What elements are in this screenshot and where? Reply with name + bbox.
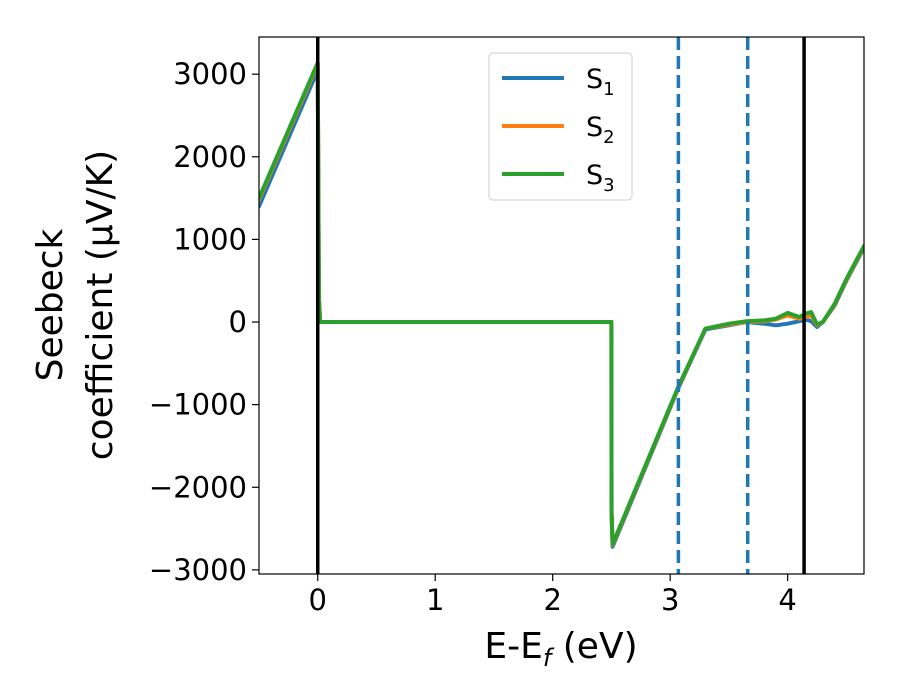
legend-label-2: S2 (586, 112, 615, 148)
series-line-3 (259, 60, 864, 547)
y-tick-label: 1000 (173, 222, 247, 256)
plot-frame (258, 36, 865, 575)
legend-label-1: S1 (586, 64, 615, 100)
y-tick-label: −3000 (149, 553, 247, 587)
x-tick-label: 4 (778, 583, 796, 617)
legend-label-3: S3 (586, 160, 615, 196)
y-axis-label-line1: Seebeck (30, 228, 71, 381)
x-axis-ticks: 0 1 2 3 4 (309, 574, 797, 617)
y-axis-ticks: −3000 −2000 −1000 0 1000 2000 3000 (149, 57, 259, 587)
y-tick-label: 3000 (173, 57, 247, 91)
x-tick-label: 2 (543, 583, 561, 617)
series-layer (259, 60, 864, 549)
y-tick-label: 2000 (173, 140, 247, 174)
x-tick-label: 1 (426, 583, 444, 617)
y-tick-label: −1000 (149, 388, 247, 422)
legend: S1 S2 S3 (488, 52, 633, 201)
x-axis-label-main: E-E (484, 626, 542, 667)
x-tick-label: 3 (661, 583, 679, 617)
x-axis-label: E-Ef (eV) (484, 626, 637, 672)
reference-lines (315, 37, 806, 574)
x-axis-label-unit: (eV) (551, 626, 637, 667)
y-tick-label: 0 (229, 305, 247, 339)
y-axis-label: Seebeck coefficient (μV/K) (30, 150, 121, 460)
y-tick-label: −2000 (149, 470, 247, 504)
legend-entries: S1 S2 S3 (502, 64, 615, 196)
x-tick-label: 0 (309, 583, 327, 617)
y-axis-label-line2: coefficient (μV/K) (80, 150, 121, 460)
